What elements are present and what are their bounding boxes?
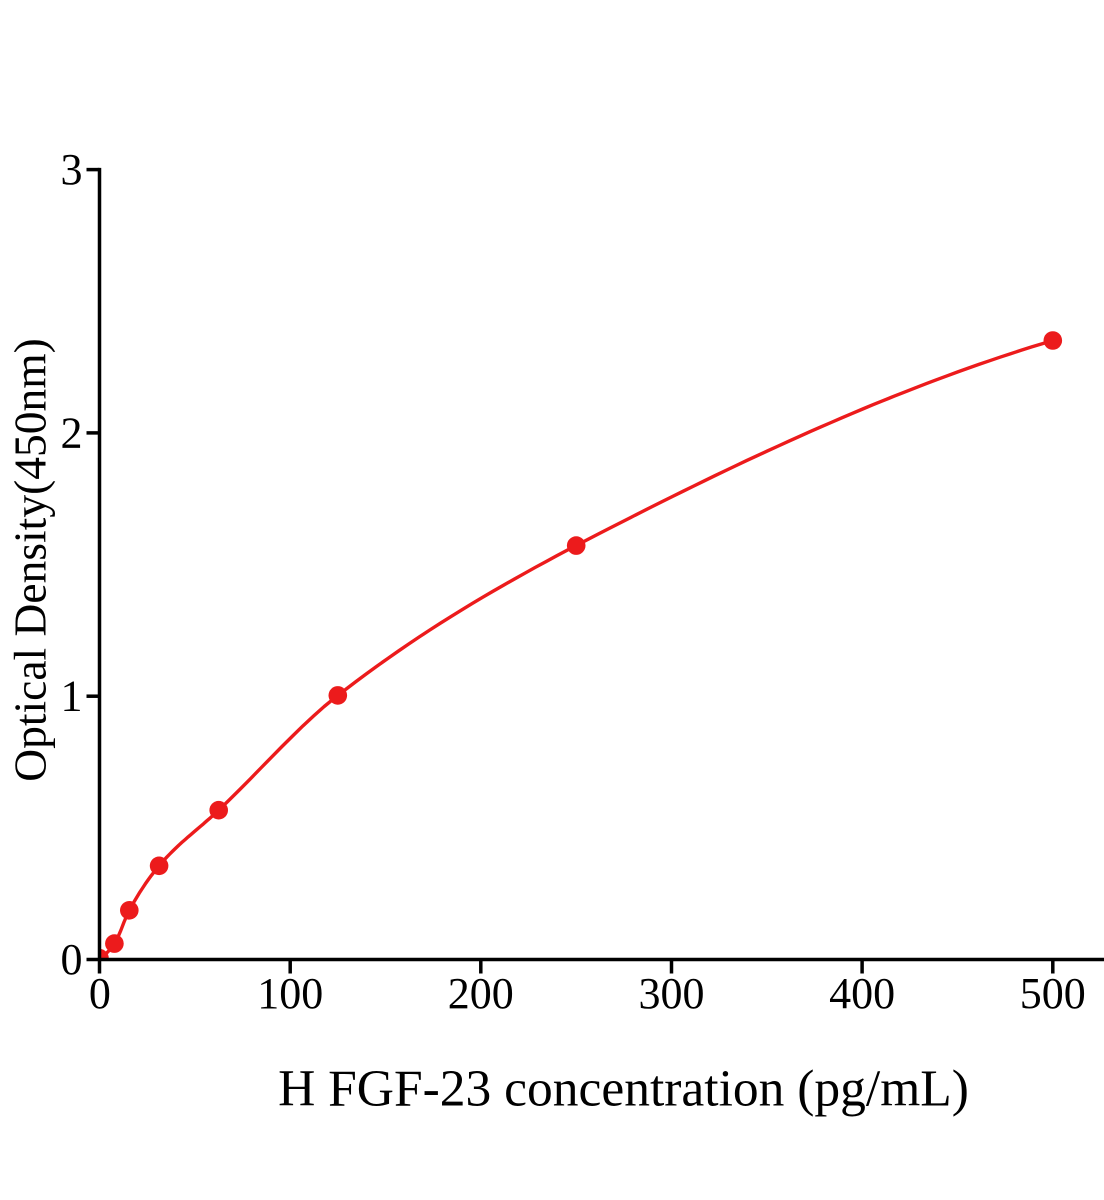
svg-text:H FGF-23 concentration (pg/mL): H FGF-23 concentration (pg/mL) xyxy=(278,1061,969,1118)
svg-text:0: 0 xyxy=(89,969,111,1018)
svg-text:2: 2 xyxy=(61,408,83,457)
svg-text:200: 200 xyxy=(448,969,514,1018)
svg-text:100: 100 xyxy=(257,969,323,1018)
svg-text:300: 300 xyxy=(639,969,705,1018)
svg-text:400: 400 xyxy=(829,969,895,1018)
svg-text:3: 3 xyxy=(61,145,83,194)
svg-text:0: 0 xyxy=(61,935,83,984)
svg-text:1: 1 xyxy=(61,672,83,721)
svg-text:500: 500 xyxy=(1020,969,1086,1018)
svg-text:Optical Density(450nm): Optical Density(450nm) xyxy=(5,338,56,782)
